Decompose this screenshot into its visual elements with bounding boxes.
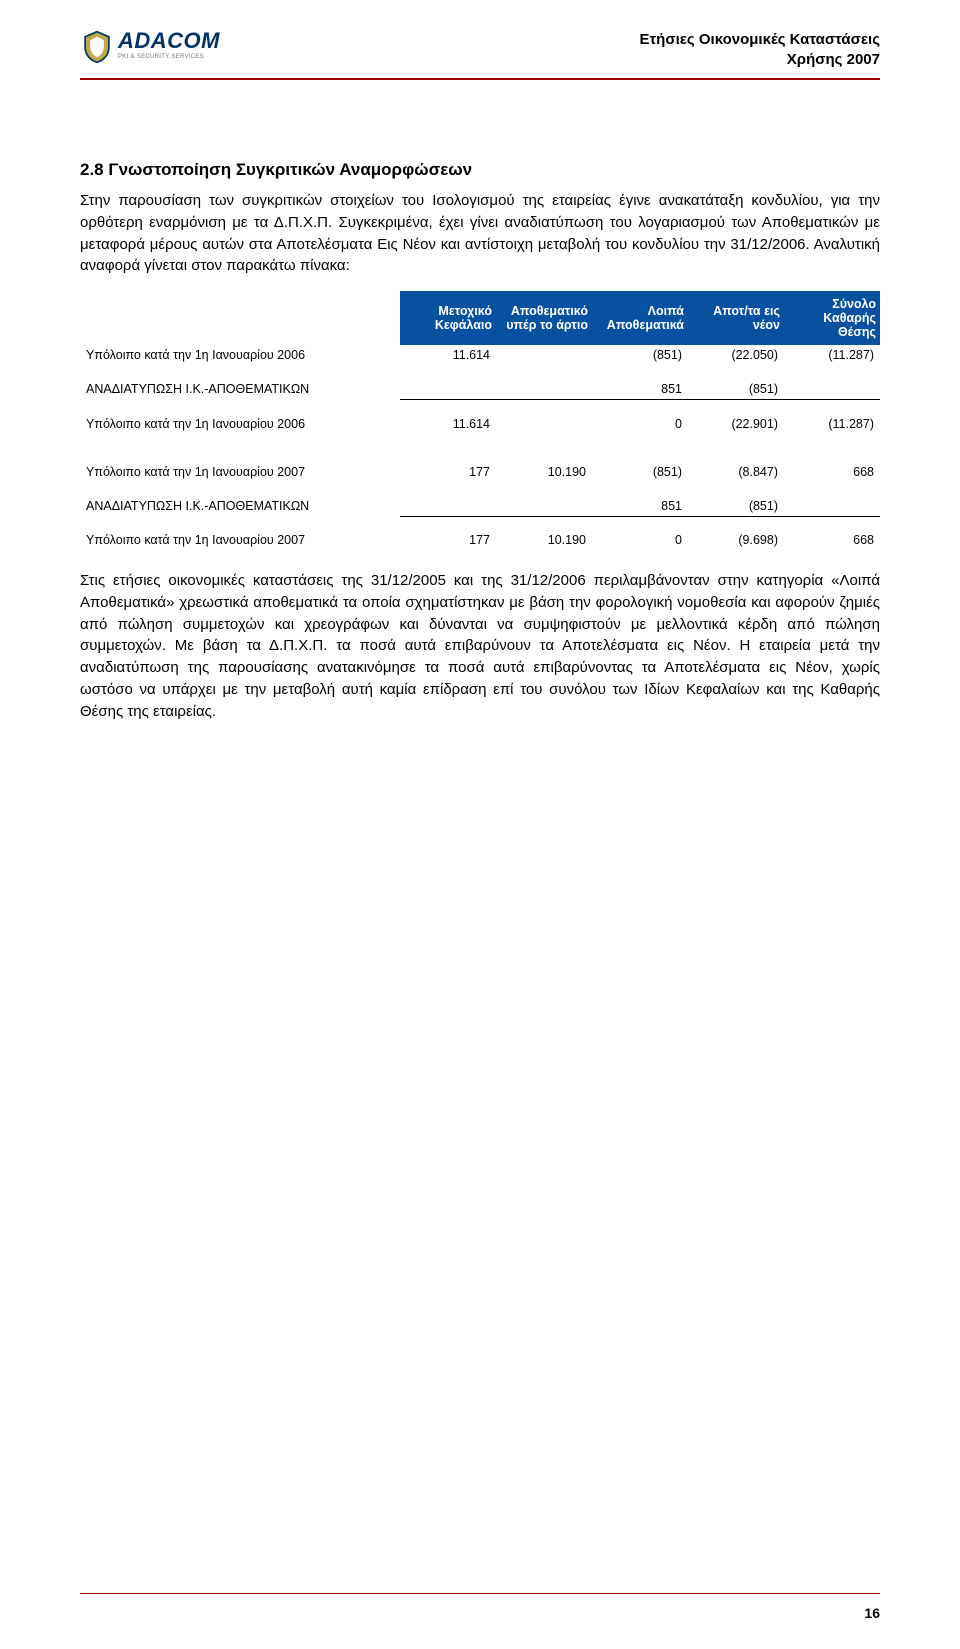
content: 2.8 Γνωστοποίηση Συγκριτικών Αναμορφώσεω… xyxy=(80,160,880,722)
row-label: Υπόλοιπο κατά την 1η Ιανουαρίου 2006 xyxy=(80,345,400,365)
cell: (11.287) xyxy=(784,345,880,365)
table-row: Υπόλοιπο κατά την 1η Ιανουαρίου 2006 11.… xyxy=(80,414,880,434)
cell: (9.698) xyxy=(688,530,784,550)
shield-icon xyxy=(80,30,114,64)
cell: 851 xyxy=(592,496,688,517)
cell: (8.847) xyxy=(688,462,784,482)
table-row: ΑΝΑΔΙΑΤΥΠΩΣΗ Ι.Κ.-ΑΠΟΘΕΜΑΤΙΚΩΝ 851 (851) xyxy=(80,379,880,400)
cell xyxy=(496,345,592,365)
page: ADACOM PKI & SECURITY SERVICES Ετήσιες Ο… xyxy=(0,0,960,1649)
cell xyxy=(784,496,880,517)
logo-text: ADACOM PKI & SECURITY SERVICES xyxy=(118,30,220,60)
row-label: ΑΝΑΔΙΑΤΥΠΩΣΗ Ι.Κ.-ΑΠΟΘΕΜΑΤΙΚΩΝ xyxy=(80,379,400,400)
cell: (22.901) xyxy=(688,414,784,434)
th-retained: Αποτ/τα εις νέον xyxy=(688,291,784,345)
section-heading: 2.8 Γνωστοποίηση Συγκριτικών Αναμορφώσεω… xyxy=(80,160,880,180)
cell: 11.614 xyxy=(400,414,496,434)
th-share-premium: Αποθεματικό υπέρ το άρτιο xyxy=(496,291,592,345)
spacer-row xyxy=(80,400,880,414)
cell: 177 xyxy=(400,530,496,550)
cell: 0 xyxy=(592,414,688,434)
cell: (851) xyxy=(592,345,688,365)
th-other-reserves: Λοιπά Αποθεματικά xyxy=(592,291,688,345)
table-row: Υπόλοιπο κατά την 1η Ιανουαρίου 2007 177… xyxy=(80,462,880,482)
cell: (11.287) xyxy=(784,414,880,434)
table-header-row: Μετοχικό Κεφάλαιο Αποθεματικό υπέρ το άρ… xyxy=(80,291,880,345)
cell xyxy=(496,379,592,400)
th-share-capital: Μετοχικό Κεφάλαιο xyxy=(400,291,496,345)
cell xyxy=(784,379,880,400)
spacer-row xyxy=(80,448,880,462)
paragraph-2: Στις ετήσιες οικονομικές καταστάσεις της… xyxy=(80,570,880,722)
row-label: Υπόλοιπο κατά την 1η Ιανουαρίου 2007 xyxy=(80,530,400,550)
cell: 668 xyxy=(784,462,880,482)
page-header: ADACOM PKI & SECURITY SERVICES Ετήσιες Ο… xyxy=(80,30,880,80)
paragraph-1: Στην παρουσίαση των συγκριτικών στοιχείω… xyxy=(80,190,880,277)
th-blank xyxy=(80,291,400,345)
logo: ADACOM PKI & SECURITY SERVICES xyxy=(80,30,220,64)
cell: (851) xyxy=(592,462,688,482)
doc-title: Ετήσιες Οικονομικές Καταστάσεις Χρήσης 2… xyxy=(639,30,880,69)
row-label: Υπόλοιπο κατά την 1η Ιανουαρίου 2007 xyxy=(80,462,400,482)
cell: (851) xyxy=(688,496,784,517)
table-row: Υπόλοιπο κατά την 1η Ιανουαρίου 2007 177… xyxy=(80,530,880,550)
cell xyxy=(496,496,592,517)
row-label: ΑΝΑΔΙΑΤΥΠΩΣΗ Ι.Κ.-ΑΠΟΘΕΜΑΤΙΚΩΝ xyxy=(80,496,400,517)
cell: 0 xyxy=(592,530,688,550)
cell: 851 xyxy=(592,379,688,400)
cell xyxy=(496,414,592,434)
cell: (851) xyxy=(688,379,784,400)
cell: 668 xyxy=(784,530,880,550)
cell: 11.614 xyxy=(400,345,496,365)
cell xyxy=(400,379,496,400)
cell: (22.050) xyxy=(688,345,784,365)
cell xyxy=(400,496,496,517)
table-row: Υπόλοιπο κατά την 1η Ιανουαρίου 2006 11.… xyxy=(80,345,880,365)
page-number: 16 xyxy=(864,1605,880,1621)
spacer-row xyxy=(80,365,880,379)
equity-table: Μετοχικό Κεφάλαιο Αποθεματικό υπέρ το άρ… xyxy=(80,291,880,550)
row-label: Υπόλοιπο κατά την 1η Ιανουαρίου 2006 xyxy=(80,414,400,434)
table-row: ΑΝΑΔΙΑΤΥΠΩΣΗ Ι.Κ.-ΑΠΟΘΕΜΑΤΙΚΩΝ 851 (851) xyxy=(80,496,880,517)
cell: 10.190 xyxy=(496,462,592,482)
spacer-row xyxy=(80,482,880,496)
spacer-row xyxy=(80,516,880,530)
logo-main: ADACOM xyxy=(118,30,220,52)
cell: 10.190 xyxy=(496,530,592,550)
logo-sub: PKI & SECURITY SERVICES xyxy=(118,54,220,60)
th-total-equity: Σύνολο Καθαρής Θέσης xyxy=(784,291,880,345)
spacer-row xyxy=(80,434,880,448)
cell: 177 xyxy=(400,462,496,482)
footer-rule xyxy=(80,1593,880,1594)
